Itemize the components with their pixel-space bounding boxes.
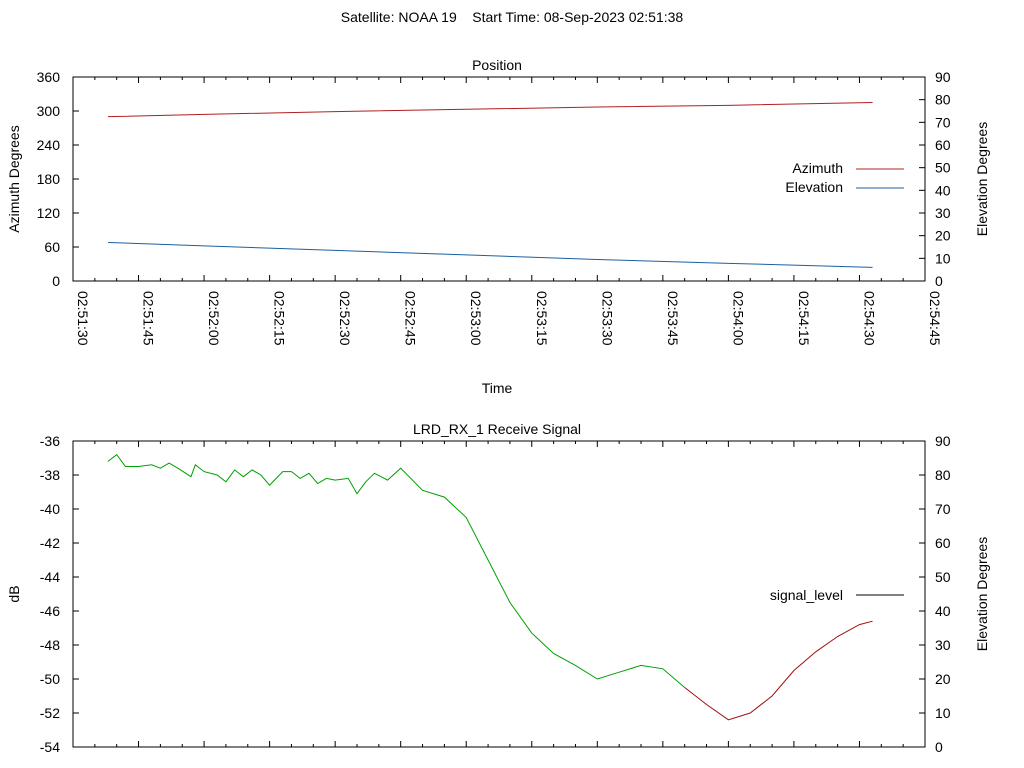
left-tick-label: 0 xyxy=(52,273,60,289)
signal-y2-axis-label: Elevation Degrees xyxy=(974,537,990,651)
signal-x-axis xyxy=(72,441,926,747)
left-tick-label: -54 xyxy=(40,739,60,755)
position-chart-title: Position xyxy=(472,57,522,73)
position-x-axis: 02:51:30 02:51:45 02:52:00 02:52:15 02:52:30… xyxy=(72,77,943,346)
right-tick-label: 20 xyxy=(935,228,951,244)
right-tick-label: 40 xyxy=(935,603,951,619)
signal-right-axis: 0 10 20 30 40 50 60 70 80 90 xyxy=(919,433,951,755)
x-tick-label: 02:54:30 xyxy=(861,291,877,346)
left-tick-label: 120 xyxy=(37,205,61,221)
left-tick-label: 240 xyxy=(37,137,61,153)
left-tick-label: -38 xyxy=(40,467,60,483)
x-tick-label: 02:53:30 xyxy=(599,291,615,346)
position-series xyxy=(107,102,873,268)
signal-legend: signal_level xyxy=(770,587,904,603)
left-tick-label: 60 xyxy=(44,239,60,255)
left-tick-label: 360 xyxy=(37,69,61,85)
x-tick-label: 02:52:00 xyxy=(206,291,222,346)
right-tick-label: 80 xyxy=(935,92,951,108)
x-tick-label: 02:53:15 xyxy=(534,291,550,346)
right-tick-label: 60 xyxy=(935,137,951,153)
right-tick-label: 70 xyxy=(935,501,951,517)
right-tick-label: 50 xyxy=(935,160,951,176)
series-line-elevation xyxy=(107,241,873,268)
position-left-axis: 0 60 120 180 240 300 360 xyxy=(37,69,79,289)
left-tick-label: -40 xyxy=(40,501,60,517)
page-title: Satellite: NOAA 19 Start Time: 08-Sep-20… xyxy=(341,9,684,25)
right-tick-label: 50 xyxy=(935,569,951,585)
left-tick-label: -48 xyxy=(40,637,60,653)
right-tick-label: 40 xyxy=(935,182,951,198)
x-tick-label: 02:52:30 xyxy=(337,291,353,346)
left-tick-label: -44 xyxy=(40,569,60,585)
legend-label-signal-level: signal_level xyxy=(770,587,843,603)
left-tick-label: 300 xyxy=(37,103,61,119)
right-tick-label: 30 xyxy=(935,205,951,221)
signal-line-high xyxy=(107,453,686,688)
position-x-axis-label: Time xyxy=(482,380,513,396)
right-tick-label: 60 xyxy=(935,535,951,551)
signal-line-low xyxy=(684,620,873,721)
right-tick-label: 90 xyxy=(935,433,951,449)
x-tick-label: 02:54:45 xyxy=(927,291,943,346)
position-right-axis: 0 10 20 30 40 50 60 70 80 90 xyxy=(919,69,951,289)
position-chart: Position 0 60 120 180 240 300 360 0 10 20 30 40 50 6… xyxy=(6,57,990,396)
legend-label-elevation: Elevation xyxy=(785,179,843,195)
position-y-axis-label: Azimuth Degrees xyxy=(6,125,22,232)
right-tick-label: 30 xyxy=(935,637,951,653)
left-tick-label: -46 xyxy=(40,603,60,619)
x-tick-label: 02:53:45 xyxy=(665,291,681,346)
position-legend: Azimuth Elevation xyxy=(785,160,904,195)
right-tick-label: 0 xyxy=(935,273,943,289)
left-tick-label: -52 xyxy=(40,705,60,721)
left-tick-label: -50 xyxy=(40,671,60,687)
left-tick-label: -42 xyxy=(40,535,60,551)
left-tick-label: 180 xyxy=(37,171,61,187)
x-tick-label: 02:53:00 xyxy=(468,291,484,346)
left-tick-label: -36 xyxy=(40,433,60,449)
signal-chart-title: LRD_RX_1 Receive Signal xyxy=(413,421,581,437)
right-tick-label: 10 xyxy=(935,705,951,721)
right-tick-label: 20 xyxy=(935,671,951,687)
position-y2-axis-label: Elevation Degrees xyxy=(974,122,990,236)
signal-plot-frame xyxy=(72,440,926,748)
legend-label-azimuth: Azimuth xyxy=(792,160,843,176)
x-tick-label: 02:52:15 xyxy=(272,291,288,346)
right-tick-label: 0 xyxy=(935,739,943,755)
x-tick-label: 02:52:45 xyxy=(403,291,419,346)
right-tick-label: 70 xyxy=(935,114,951,130)
x-tick-label: 02:54:00 xyxy=(730,291,746,346)
right-tick-label: 90 xyxy=(935,69,951,85)
x-tick-label: 02:51:30 xyxy=(75,291,91,346)
x-tick-label: 02:51:45 xyxy=(141,291,157,346)
right-tick-label: 80 xyxy=(935,467,951,483)
series-line-azimuth xyxy=(107,102,873,118)
right-tick-label: 10 xyxy=(935,250,951,266)
signal-chart: LRD_RX_1 Receive Signal -54-52-50-48-46-… xyxy=(6,421,990,755)
signal-series xyxy=(107,453,873,721)
signal-left-axis: -54 -52 -50 -48 -46 -44 -42 -40 -38 -36 xyxy=(40,433,79,755)
x-tick-label: 02:54:15 xyxy=(796,291,812,346)
signal-y-axis-label: dB xyxy=(6,585,22,602)
